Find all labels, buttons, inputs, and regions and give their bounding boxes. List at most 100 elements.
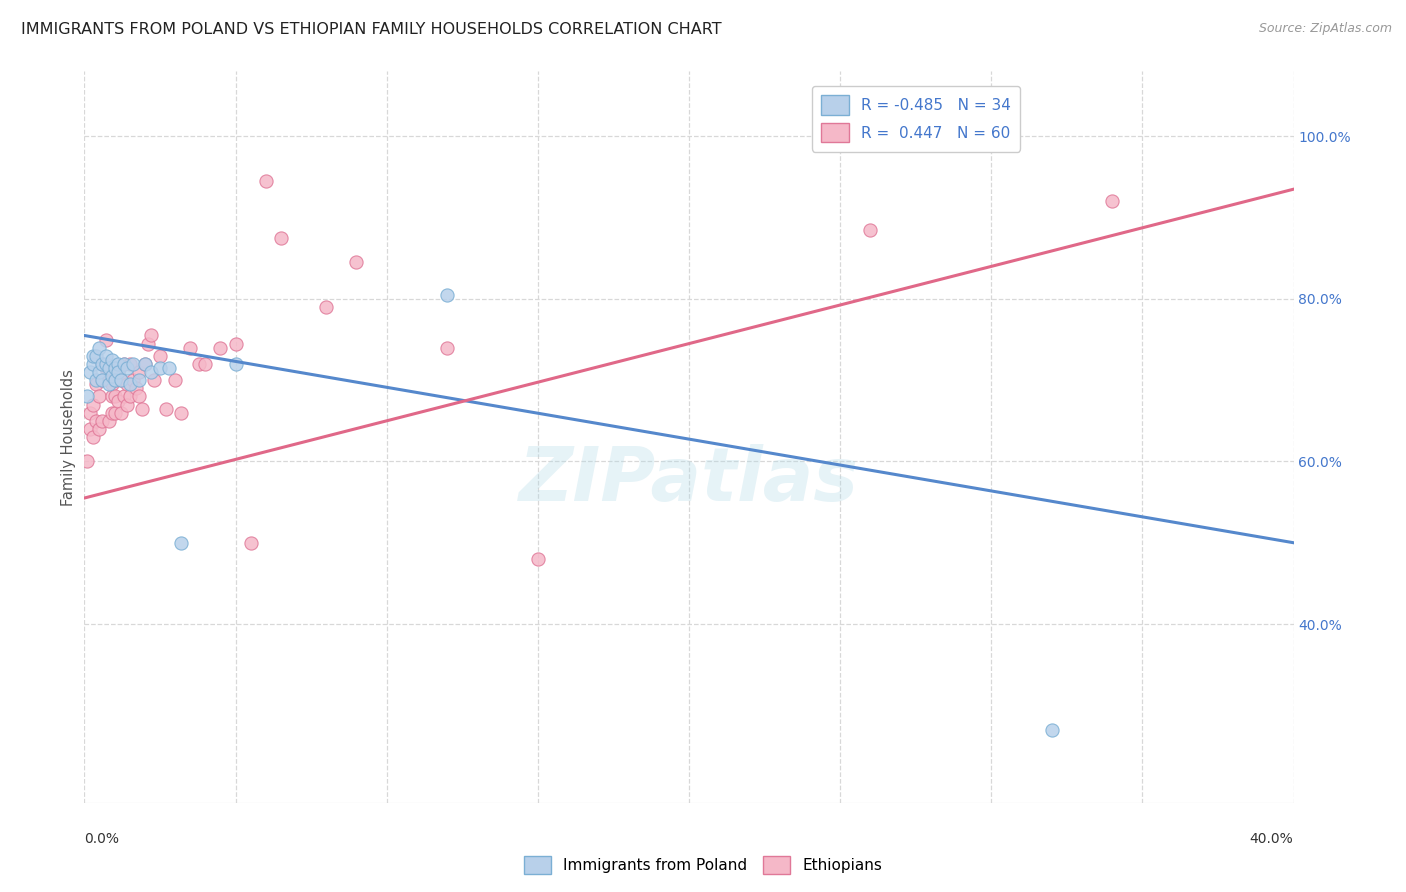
Point (91, 357, 114, 371)
Point (91, 357, 114, 371)
Point (179, 341, 201, 355)
Point (155, 401, 177, 416)
Point (1040, 723, 1063, 737)
Point (97, 365, 120, 379)
Point (128, 365, 150, 379)
Point (89, 341, 111, 355)
Point (79, 422, 101, 436)
Point (110, 406, 132, 420)
Text: IMMIGRANTS FROM POLAND VS ETHIOPIAN FAMILY HOUSEHOLDS CORRELATION CHART: IMMIGRANTS FROM POLAND VS ETHIOPIAN FAMI… (21, 22, 721, 37)
Point (112, 357, 135, 371)
Point (115, 377, 138, 392)
Point (107, 393, 129, 408)
Point (194, 357, 217, 371)
Point (82, 398, 104, 412)
Point (225, 357, 247, 371)
Point (859, 223, 882, 237)
Point (89, 389, 111, 403)
Text: ZIPatlas: ZIPatlas (519, 444, 859, 517)
Point (86, 349, 108, 363)
Point (121, 357, 143, 371)
Point (139, 328, 162, 343)
Point (82, 349, 104, 363)
Point (86, 377, 108, 392)
Point (128, 373, 150, 387)
Point (170, 406, 193, 420)
Point (165, 373, 187, 387)
Point (128, 389, 150, 403)
Point (100, 389, 122, 403)
Point (112, 357, 135, 371)
Point (149, 361, 172, 376)
Point (112, 389, 135, 403)
Point (136, 336, 159, 351)
Point (118, 357, 141, 371)
Point (139, 365, 162, 379)
Point (436, 288, 458, 302)
Point (149, 349, 172, 363)
Point (125, 381, 148, 395)
Point (254, 174, 277, 188)
Point (110, 373, 132, 387)
Point (157, 361, 180, 376)
Point (115, 398, 138, 412)
Point (79, 406, 101, 420)
Point (107, 357, 129, 371)
Point (104, 389, 127, 403)
Point (436, 341, 458, 355)
Point (94, 333, 117, 347)
Point (91, 373, 114, 387)
Point (170, 535, 193, 549)
Point (100, 369, 122, 384)
Point (118, 377, 141, 392)
Point (142, 373, 165, 387)
Point (97, 414, 120, 428)
Point (346, 255, 368, 269)
Point (89, 422, 111, 436)
Point (76, 454, 98, 468)
Point (100, 406, 122, 420)
Point (97, 377, 120, 392)
Point (134, 357, 156, 371)
Point (94, 361, 117, 376)
Legend: R = -0.485   N = 34, R =  0.447   N = 60: R = -0.485 N = 34, R = 0.447 N = 60 (811, 87, 1019, 152)
Point (121, 373, 143, 387)
Point (100, 352, 122, 367)
Text: 40.0%: 40.0% (1250, 832, 1294, 846)
Point (104, 361, 127, 376)
Point (188, 357, 211, 371)
Point (315, 300, 337, 314)
Point (76, 389, 98, 403)
Point (91, 414, 114, 428)
Text: Source: ZipAtlas.com: Source: ZipAtlas.com (1258, 22, 1392, 36)
Point (79, 365, 101, 379)
Point (86, 414, 108, 428)
Point (110, 373, 132, 387)
Point (1101, 194, 1123, 209)
Point (118, 389, 141, 403)
Point (209, 341, 232, 355)
Point (107, 365, 129, 379)
Point (107, 365, 129, 379)
Point (82, 357, 104, 371)
Point (270, 231, 292, 245)
Text: 0.0%: 0.0% (84, 832, 120, 846)
Point (94, 349, 117, 363)
Point (94, 357, 117, 371)
Point (100, 377, 122, 392)
Point (134, 357, 156, 371)
Point (86, 373, 108, 387)
Point (97, 361, 120, 376)
Point (131, 401, 153, 416)
Y-axis label: Family Households: Family Households (60, 368, 76, 506)
Point (115, 361, 138, 376)
Point (91, 373, 114, 387)
Point (104, 406, 127, 420)
Point (104, 373, 127, 387)
Point (104, 373, 127, 387)
Point (89, 365, 111, 379)
Point (527, 552, 550, 566)
Legend: Immigrants from Poland, Ethiopians: Immigrants from Poland, Ethiopians (517, 850, 889, 880)
Point (239, 535, 262, 549)
Point (82, 430, 104, 444)
